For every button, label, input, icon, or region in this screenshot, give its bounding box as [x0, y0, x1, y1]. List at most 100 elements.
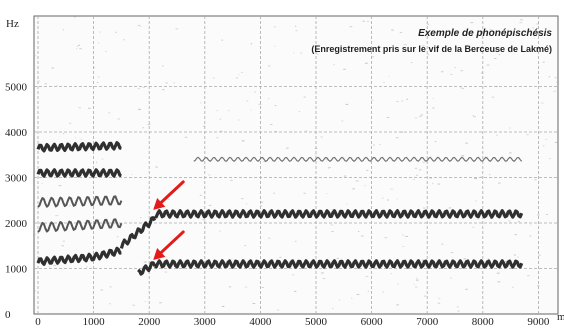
noise-speck: [399, 32, 403, 34]
noise-speck: [461, 155, 465, 157]
noise-speck: [383, 81, 385, 83]
y-tick-label: 4000: [5, 127, 28, 139]
noise-speck: [63, 240, 65, 242]
noise-speck: [303, 96, 306, 98]
noise-speck: [333, 64, 335, 66]
noise-speck: [246, 100, 249, 102]
noise-speck: [73, 16, 77, 18]
noise-speck: [267, 98, 270, 100]
noise-speck: [525, 222, 527, 224]
noise-speck: [326, 193, 328, 195]
noise-speck: [321, 272, 324, 274]
noise-speck: [489, 29, 493, 31]
noise-speck: [237, 119, 240, 121]
noise-speck: [381, 197, 384, 199]
noise-speck: [401, 131, 404, 133]
noise-speck: [227, 109, 230, 111]
noise-speck: [517, 221, 521, 223]
noise-speck: [498, 182, 500, 184]
noise-speck: [514, 234, 517, 236]
noise-speck: [273, 192, 275, 194]
noise-speck: [367, 20, 370, 22]
noise-speck: [542, 61, 545, 63]
noise-speck: [216, 137, 219, 139]
noise-speck: [554, 141, 558, 143]
noise-speck: [413, 178, 415, 180]
noise-speck: [341, 120, 344, 122]
y-tick-label: 1000: [5, 264, 28, 276]
noise-speck: [437, 302, 441, 304]
x-tick-label: 6000: [361, 316, 384, 328]
tick-labels: 0 1000 2000 3000 4000 5000 6000 7000 8000 9000 0 10…: [5, 82, 550, 329]
noise-speck: [79, 48, 82, 50]
harmonic-trace: [36, 141, 122, 153]
noise-speck: [208, 204, 212, 206]
noise-speck: [74, 137, 77, 139]
x-tick-label: 1000: [83, 316, 106, 328]
noise-speck: [78, 44, 81, 46]
noise-speck: [328, 167, 331, 169]
noise-speck: [162, 89, 165, 91]
noise-speck: [100, 289, 104, 291]
noise-speck: [474, 178, 478, 180]
noise-speck: [93, 67, 96, 69]
harmonic-trace: [36, 246, 122, 266]
noise-speck: [395, 137, 399, 139]
noise-speck: [295, 240, 297, 242]
annotations: [153, 180, 185, 260]
noise-speck: [260, 201, 264, 203]
noise-speck: [63, 133, 65, 135]
noise-speck: [465, 142, 468, 144]
noise-speck: [438, 297, 441, 299]
noise-speck: [396, 101, 399, 103]
noise-speck: [529, 235, 532, 237]
noise-speck: [507, 220, 511, 222]
noise-speck: [44, 83, 47, 85]
noise-speck: [99, 31, 101, 33]
x-tick-label: 9000: [527, 316, 550, 328]
noise-speck: [57, 198, 60, 200]
noise-speck: [116, 236, 119, 238]
noise-speck: [397, 283, 399, 285]
noise-speck: [419, 169, 422, 171]
noise-speck: [316, 53, 319, 55]
noise-speck: [274, 105, 277, 107]
x-axis-label: ms: [557, 311, 564, 323]
noise-speck: [460, 70, 464, 72]
noise-speck: [427, 54, 430, 56]
noise-speck: [448, 207, 452, 209]
noise-speck: [511, 286, 514, 288]
noise-speck: [424, 295, 427, 297]
noise-speck: [69, 122, 72, 124]
noise-speck: [416, 174, 418, 176]
noise-speck: [252, 303, 256, 305]
noise-speck: [245, 203, 248, 205]
noise-speck: [250, 43, 253, 45]
chart-title: Exemple de phonépischésis: [418, 28, 552, 39]
noise-speck: [386, 116, 390, 118]
noise-speck: [534, 179, 537, 181]
noise-speck: [440, 71, 444, 73]
x-tick-label: 0: [35, 316, 41, 328]
noise-speck: [405, 235, 409, 237]
noise-speck: [137, 88, 140, 90]
noise-speck: [366, 169, 369, 171]
noise-speck: [422, 161, 425, 163]
y-tick-label: 3000: [5, 173, 28, 185]
noise-speck: [390, 188, 394, 190]
noise-speck: [327, 167, 330, 169]
noise-speck: [305, 130, 308, 132]
noise-speck: [164, 271, 168, 273]
noise-speck: [117, 118, 121, 120]
data-series: [36, 141, 524, 276]
noise-speck: [402, 234, 405, 236]
noise-speck: [465, 288, 469, 290]
noise-speck: [401, 100, 404, 102]
noise-speck: [250, 109, 252, 111]
noise-speck: [109, 303, 111, 305]
noise-speck: [253, 91, 256, 93]
noise-speck: [199, 194, 202, 196]
noise-speck: [142, 127, 144, 129]
noise-speck: [332, 307, 334, 309]
noise-speck: [346, 203, 348, 205]
